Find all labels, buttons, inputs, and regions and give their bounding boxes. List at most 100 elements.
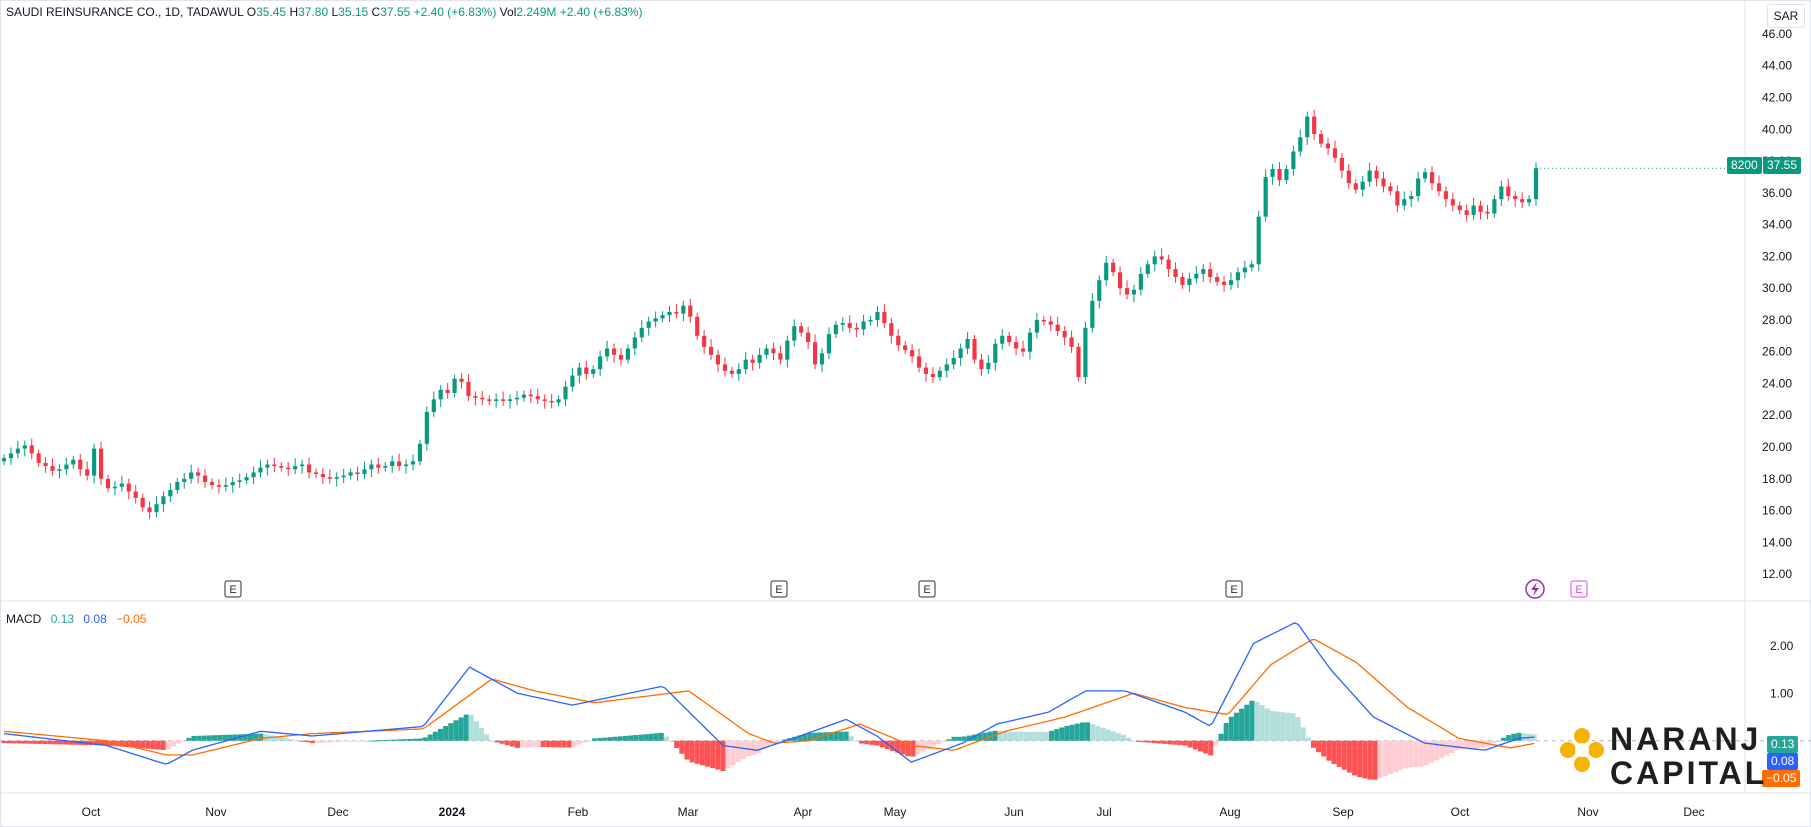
macd-histogram-bar	[930, 740, 936, 747]
macd-histogram-bar	[1156, 740, 1162, 744]
macd-histogram-bar	[735, 740, 741, 763]
macd-histogram-bar	[1203, 740, 1209, 754]
candle-body	[22, 445, 27, 449]
earnings-marker[interactable]	[1225, 580, 1243, 598]
macd-histogram-bar	[176, 740, 182, 744]
candle-body	[1124, 288, 1130, 295]
macd-histogram-bar	[1115, 733, 1121, 741]
candle-body	[882, 311, 887, 324]
candle-body	[1201, 269, 1206, 274]
candle-body	[272, 464, 277, 467]
candle-body	[1221, 281, 1227, 285]
signal-line	[3, 638, 1535, 756]
candle-body	[584, 367, 589, 374]
macd-histogram-bar	[515, 740, 521, 748]
candle-body	[1416, 178, 1421, 196]
candle-body	[688, 305, 693, 317]
candle-body	[1478, 205, 1483, 212]
candle-body	[826, 334, 832, 354]
candle-body	[868, 319, 873, 322]
candle-body	[507, 399, 513, 401]
time-tick-label: Mar	[678, 805, 699, 819]
candle-body	[889, 323, 894, 336]
earnings-marker-label: E	[1575, 584, 1582, 596]
macd-histogram-bar	[1285, 712, 1291, 741]
candle-body	[1104, 262, 1109, 281]
candle-body	[1464, 210, 1469, 216]
macd-histogram-bar	[135, 740, 141, 748]
candle-body	[764, 348, 769, 355]
macd-histogram-bar	[936, 740, 942, 745]
macd-histogram-bar	[22, 740, 28, 744]
earnings-marker[interactable]	[918, 580, 936, 598]
macd-histogram-bar	[170, 740, 176, 747]
candle-body	[1117, 272, 1123, 289]
macd-histogram-bar	[1403, 740, 1409, 769]
macd-histogram-bar	[910, 740, 916, 757]
macd-histogram-bar	[1007, 731, 1013, 741]
price-tick-label: 42.00	[1762, 90, 1792, 104]
candle-body	[743, 359, 748, 370]
macd-histogram-bar	[771, 740, 777, 743]
macd-histogram-bar	[1033, 731, 1039, 741]
macd-histogram-bar	[1357, 740, 1363, 778]
time-tick-label: Dec	[327, 805, 348, 819]
candle-body	[459, 378, 464, 382]
macd-histogram-bar	[540, 740, 546, 747]
macd-histogram-bar	[1367, 740, 1373, 780]
macd-histogram-bar	[812, 732, 818, 741]
macd-histogram-bar	[1, 740, 7, 744]
macd-histogram-bar	[807, 732, 813, 741]
macd-histogram-bar	[612, 736, 618, 741]
macd-histogram-bar	[1336, 740, 1342, 767]
macd-histogram-bar	[1511, 733, 1517, 741]
symbol-title[interactable]: SAUDI REINSURANCE CO., 1D, TADAWUL	[6, 5, 244, 19]
earnings-marker[interactable]	[770, 580, 788, 598]
macd-histogram-bar	[997, 730, 1003, 741]
macd-histogram-bar	[1049, 730, 1055, 741]
earnings-marker[interactable]	[224, 580, 242, 598]
naranj-capital-logo: NARANJ CAPITAL	[1558, 720, 1764, 790]
macd-histogram-bar	[27, 740, 33, 744]
candle-body	[916, 356, 922, 368]
macd-histogram-bar	[509, 740, 515, 747]
candle-body	[847, 323, 852, 328]
macd-histogram-bar	[150, 740, 156, 750]
macd-histogram-bar	[925, 740, 931, 750]
macd-histogram-bar	[1146, 740, 1152, 743]
macd-histogram-bar	[576, 740, 582, 745]
macd-histogram-bar	[335, 740, 341, 743]
currency-button[interactable]: SAR	[1767, 4, 1805, 28]
time-tick-label: Sep	[1332, 805, 1354, 819]
time-tick-label: Nov	[1577, 805, 1598, 819]
macd-histogram-bar	[776, 740, 782, 742]
macd-title[interactable]: MACD	[6, 612, 42, 626]
macd-histogram-bar	[843, 731, 849, 741]
macd-histogram-bar	[884, 740, 890, 750]
macd-histogram-bar	[1470, 740, 1476, 749]
macd-histogram-bar	[627, 735, 633, 741]
earnings-marker[interactable]	[1570, 580, 1588, 598]
earnings-marker-label: E	[923, 584, 930, 596]
candle-body	[168, 489, 173, 497]
macd-histogram-bar	[571, 740, 577, 747]
macd-histogram-bar	[381, 740, 387, 742]
candle-body	[57, 469, 62, 471]
macd-histogram-bar	[484, 734, 490, 741]
macd-histogram-bar	[1413, 740, 1419, 767]
price-tick-label: 18.00	[1762, 472, 1792, 486]
candle-body	[43, 462, 48, 467]
candle-body	[202, 475, 208, 482]
sun-logo-icon	[1560, 728, 1604, 772]
macd-histogram-bar	[833, 731, 839, 741]
macd-histogram-bar	[669, 740, 675, 743]
candle-body	[126, 483, 131, 492]
price-tick-label: 26.00	[1762, 345, 1792, 359]
macd-histogram-bar	[1074, 723, 1080, 741]
logo-line-2: CAPITAL	[1610, 755, 1768, 791]
macd-histogram-bar	[895, 740, 901, 753]
candle-body	[1443, 191, 1448, 200]
candle-body	[1485, 211, 1490, 214]
macd-histogram-bar	[689, 740, 695, 763]
